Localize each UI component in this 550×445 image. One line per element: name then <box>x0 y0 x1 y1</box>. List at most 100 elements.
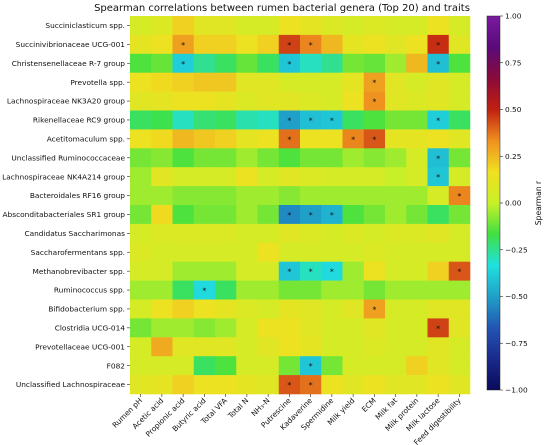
heatmap-cell <box>151 299 173 319</box>
heatmap-cell <box>448 53 471 73</box>
heatmap-cell <box>300 91 322 111</box>
heatmap-cell <box>363 34 386 55</box>
significance-marker: * <box>287 60 291 69</box>
heatmap-cell <box>385 337 407 357</box>
heatmap-cell <box>151 34 173 55</box>
heatmap-cell <box>278 167 301 187</box>
heatmap-cell <box>427 337 450 357</box>
heatmap-cell <box>130 337 152 357</box>
heatmap-cell <box>172 318 195 338</box>
heatmap-cell <box>385 299 407 319</box>
heatmap-cell <box>300 375 322 395</box>
heatmap-cell <box>236 261 258 281</box>
row-label: Absconditabacteriales SR1 group <box>2 210 125 219</box>
significance-marker: * <box>372 135 376 144</box>
heatmap-cell <box>363 167 386 187</box>
heatmap-cell <box>257 318 280 338</box>
heatmap-cell <box>257 72 280 92</box>
heatmap-cell <box>236 375 258 395</box>
heatmap-cell <box>172 299 195 319</box>
heatmap-cell <box>427 186 450 206</box>
heatmap-cell <box>215 72 237 92</box>
heatmap-cell <box>406 375 428 395</box>
heatmap-cell <box>300 242 322 262</box>
row-label: Saccharofermentans spp. <box>31 248 125 257</box>
heatmap-cell <box>215 53 237 73</box>
heatmap-cell <box>321 242 343 262</box>
heatmap-cell <box>427 129 450 149</box>
heatmap-cell <box>257 280 280 300</box>
heatmap-cell <box>427 356 450 376</box>
significance-marker: * <box>181 60 185 69</box>
heatmap-cell <box>236 167 258 187</box>
heatmap-cell <box>215 356 237 376</box>
colorbar-tick-label: −0.75 <box>505 339 528 348</box>
heatmap-cell <box>406 34 428 55</box>
heatmap-cell <box>215 186 237 206</box>
heatmap-cell <box>406 53 428 73</box>
heatmap-cell <box>406 129 428 149</box>
heatmap-cell <box>130 280 152 300</box>
heatmap-cell <box>172 129 195 149</box>
heatmap-cell <box>172 110 195 130</box>
heatmap-cell <box>172 167 195 187</box>
heatmap-cell <box>342 129 365 149</box>
heatmap-cell <box>130 261 152 281</box>
heatmap-cell <box>321 261 343 281</box>
heatmap-cell <box>193 91 216 111</box>
row-label: Candidatus Saccharimonas <box>24 229 125 238</box>
heatmap-cell <box>321 91 343 111</box>
row-label: Prevotellaceae UCG-001 <box>35 342 125 351</box>
heatmap-cell <box>193 129 216 149</box>
heatmap-cell <box>427 167 450 187</box>
heatmap-cell <box>130 223 152 244</box>
heatmap-cell <box>342 261 365 281</box>
heatmap-cell <box>130 375 152 395</box>
significance-marker: * <box>372 79 376 88</box>
heatmap-cell <box>172 72 195 92</box>
heatmap-cell <box>257 34 280 55</box>
heatmap-cell <box>300 337 322 357</box>
heatmap-cell <box>257 148 280 168</box>
heatmap-cell <box>363 53 386 73</box>
heatmap-cell <box>215 167 237 187</box>
heatmap-cell <box>172 34 195 55</box>
heatmap-cell <box>342 299 365 319</box>
heatmap-cell <box>236 223 258 244</box>
heatmap-cell <box>385 223 407 244</box>
heatmap-cell <box>151 242 173 262</box>
heatmap-cell <box>300 72 322 92</box>
significance-marker: * <box>330 211 334 220</box>
significance-markers: * * * * * * * * * * * * * * * * * * * * * * * * * * * * * * * * <box>181 41 461 390</box>
heatmap-cell <box>342 167 365 187</box>
column-label: ECM <box>360 396 378 414</box>
heatmap-cell <box>278 186 301 206</box>
heatmap-cell <box>300 205 322 225</box>
heatmap-cell <box>385 129 407 149</box>
heatmap-cell <box>448 72 471 92</box>
heatmap-cell <box>448 186 471 206</box>
significance-marker: * <box>436 173 440 182</box>
heatmap-cell <box>448 223 471 244</box>
row-label: Methanobrevibacter spp. <box>33 267 125 276</box>
heatmap-cell <box>215 110 237 130</box>
heatmap-cell <box>385 34 407 55</box>
heatmap-cell <box>427 242 450 262</box>
heatmap-cell <box>406 72 428 92</box>
heatmap-cell <box>363 129 386 149</box>
heatmap-cell <box>257 110 280 130</box>
heatmap-cell <box>448 242 471 262</box>
significance-marker: * <box>287 135 291 144</box>
heatmap-cell <box>342 356 365 376</box>
heatmap-cell <box>278 148 301 168</box>
heatmap-cell <box>236 186 258 206</box>
significance-marker: * <box>309 211 313 220</box>
heatmap-cell <box>363 223 386 244</box>
heatmap-cell <box>342 186 365 206</box>
significance-marker: * <box>287 116 291 125</box>
heatmap-cell <box>172 223 195 244</box>
heatmap-cell <box>193 110 216 130</box>
heatmap-cell <box>321 299 343 319</box>
heatmap-cell <box>300 261 322 281</box>
